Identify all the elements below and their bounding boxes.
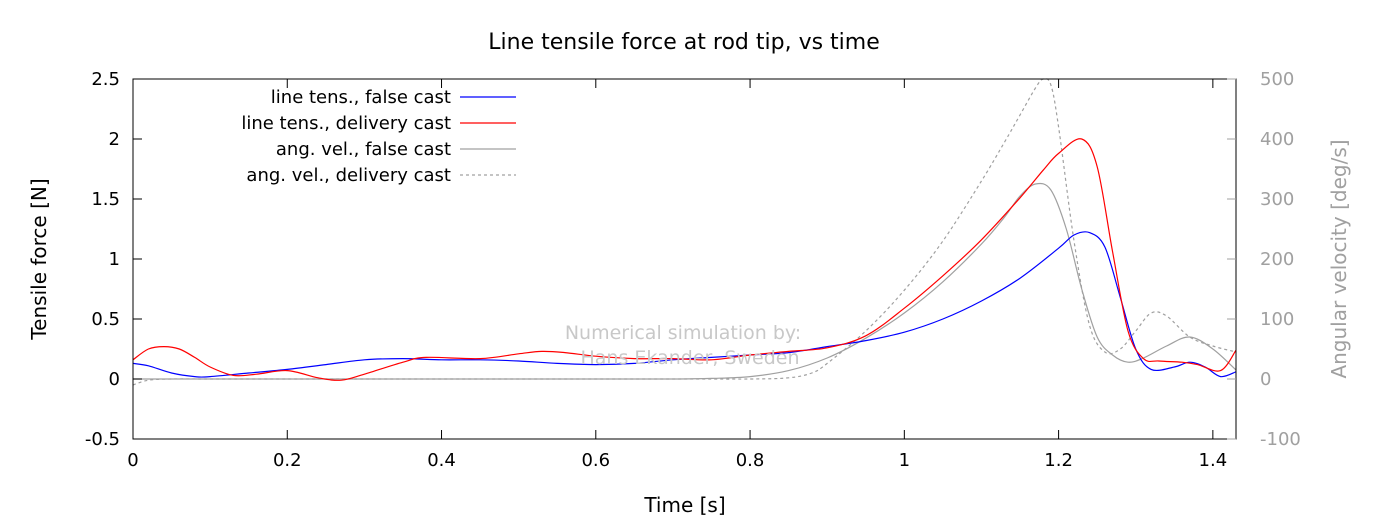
legend-label-3: ang. vel., delivery cast	[246, 165, 451, 186]
legend: line tens., false cast line tens., delive…	[241, 87, 516, 186]
y-tick-label-3: 1	[109, 249, 120, 270]
legend-label-2: ang. vel., false cast	[276, 139, 451, 160]
y-axis-left: -0.5 0 0.5 1 1.5 2 2.5	[85, 69, 142, 450]
y-tick-label-6: 2.5	[91, 69, 120, 90]
y2-axis-label: Angular velocity [deg/s]	[1327, 139, 1351, 378]
x-axis-label: Time [s]	[643, 493, 725, 517]
legend-label-1: line tens., delivery cast	[241, 113, 451, 134]
series-line-1	[133, 138, 1236, 381]
watermark: Numerical simulation by: Hans Ekander, S…	[565, 322, 801, 369]
x-tick-label-4: 0.8	[736, 450, 765, 471]
y2-tick-label-2: 100	[1260, 309, 1294, 330]
series-line-2	[133, 182, 1236, 380]
x-tick-label-3: 0.6	[581, 450, 610, 471]
y2-tick-label-6: 500	[1260, 69, 1294, 90]
y2-tick-label-1: 0	[1260, 369, 1271, 390]
x-tick-label-1: 0.2	[273, 450, 302, 471]
x-axis: 0 0.2 0.4 0.6 0.8 1 1.2 1.4	[127, 79, 1227, 471]
y-tick-label-0: -0.5	[85, 429, 120, 450]
x-tick-label-7: 1.4	[1199, 450, 1228, 471]
y2-tick-label-5: 400	[1260, 129, 1294, 150]
y2-tick-label-0: -100	[1260, 429, 1301, 450]
x-tick-label-0: 0	[127, 450, 138, 471]
chart-title: Line tensile force at rod tip, vs time	[488, 30, 880, 55]
y-axis-right: -100 0 100 200 300 400 500	[1227, 69, 1301, 450]
legend-label-0: line tens., false cast	[271, 87, 451, 108]
y-axis-label: Tensile force [N]	[27, 178, 51, 340]
y-tick-label-4: 1.5	[91, 189, 120, 210]
y-tick-label-1: 0	[109, 369, 120, 390]
x-tick-label-5: 1	[899, 450, 910, 471]
watermark-line-2: Hans Ekander, Sweden	[581, 347, 800, 369]
y-tick-label-5: 2	[109, 129, 120, 150]
x-tick-label-2: 0.4	[427, 450, 456, 471]
series-line-3	[133, 78, 1236, 386]
watermark-line-1: Numerical simulation by:	[565, 322, 801, 344]
series-layer	[133, 78, 1236, 386]
y2-tick-label-3: 200	[1260, 249, 1294, 270]
y-tick-label-2: 0.5	[91, 309, 120, 330]
y2-tick-label-4: 300	[1260, 189, 1294, 210]
x-tick-label-6: 1.2	[1044, 450, 1073, 471]
series-line-0	[133, 231, 1236, 378]
